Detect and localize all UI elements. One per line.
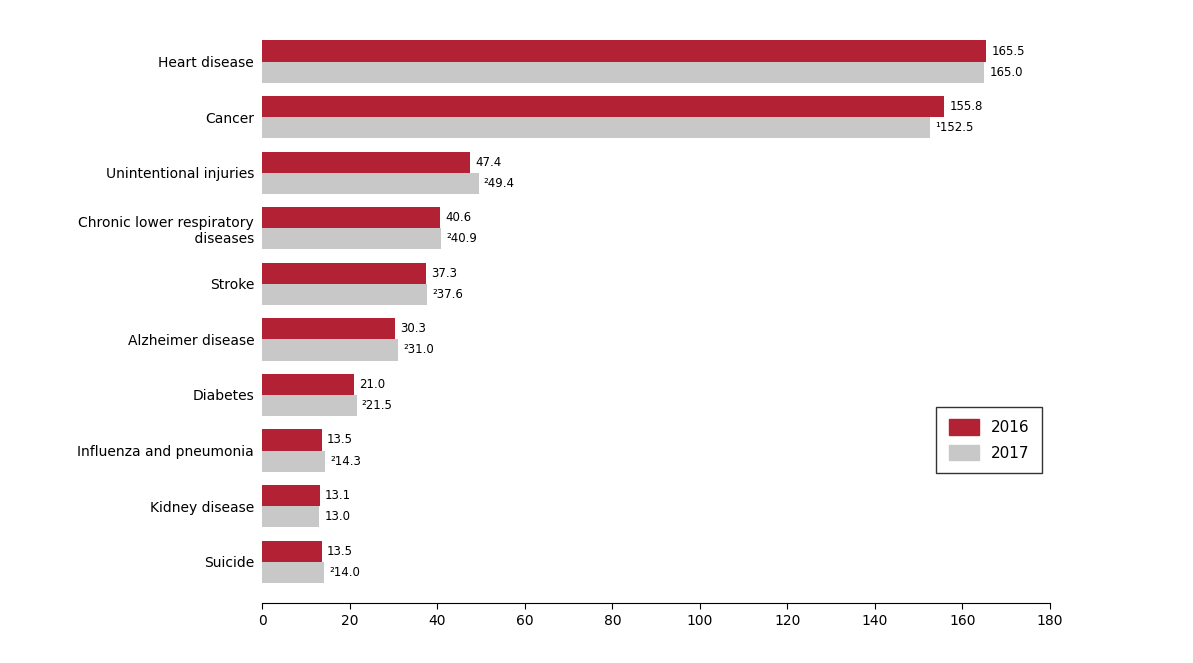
Bar: [262, 540, 321, 562]
Bar: [262, 152, 470, 172]
Text: 30.3: 30.3: [400, 322, 426, 335]
Text: ²37.6: ²37.6: [432, 288, 463, 301]
Bar: [262, 117, 929, 139]
Text: 47.4: 47.4: [475, 156, 501, 168]
Text: 40.6: 40.6: [445, 211, 471, 224]
Text: ²21.5: ²21.5: [361, 399, 392, 412]
Text: 13.5: 13.5: [327, 434, 353, 446]
Bar: [262, 318, 395, 339]
Text: 155.8: 155.8: [950, 100, 983, 113]
Text: ²31.0: ²31.0: [403, 343, 434, 357]
Bar: [262, 430, 321, 451]
Text: 13.0: 13.0: [324, 510, 351, 523]
Text: ²40.9: ²40.9: [446, 232, 477, 245]
Bar: [262, 228, 441, 249]
Bar: [262, 40, 987, 62]
Text: 13.5: 13.5: [327, 544, 353, 558]
Bar: [262, 339, 398, 361]
Bar: [262, 562, 323, 583]
Text: 13.1: 13.1: [324, 489, 351, 502]
Text: ²49.4: ²49.4: [484, 177, 515, 190]
Text: 165.5: 165.5: [991, 44, 1025, 58]
Text: 21.0: 21.0: [359, 378, 385, 391]
Text: 37.3: 37.3: [431, 267, 457, 280]
Bar: [262, 374, 354, 395]
Text: ²14.3: ²14.3: [330, 455, 361, 467]
Bar: [262, 284, 427, 305]
Bar: [262, 451, 324, 471]
Bar: [262, 506, 320, 527]
Bar: [262, 395, 357, 416]
Text: 165.0: 165.0: [989, 66, 1022, 79]
Bar: [262, 207, 440, 228]
Bar: [262, 96, 944, 117]
Text: ¹152.5: ¹152.5: [935, 121, 973, 134]
Bar: [262, 172, 478, 194]
Bar: [262, 62, 984, 83]
Bar: [262, 485, 320, 506]
Bar: [262, 263, 426, 284]
Legend: 2016, 2017: 2016, 2017: [937, 407, 1043, 473]
Text: ²14.0: ²14.0: [329, 566, 360, 579]
